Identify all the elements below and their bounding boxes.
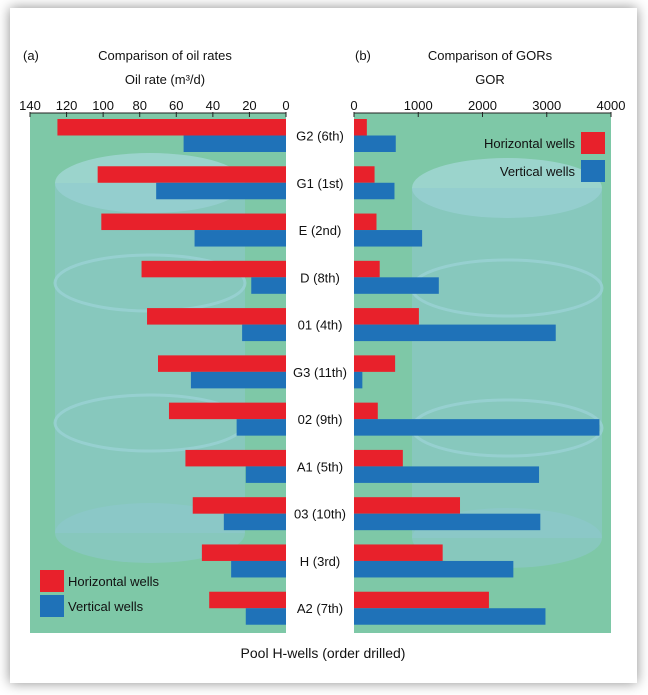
bar-oil-rate-horizontal — [185, 449, 286, 467]
legend-label-horizontal: Horizontal wells — [68, 574, 160, 589]
bar-oil-rate-horizontal — [147, 308, 286, 325]
bar-gor-vertical — [354, 277, 439, 294]
panel-label-b: (b) — [355, 48, 371, 63]
tick-label-oil-rate: 40 — [206, 98, 220, 113]
bar-gor-horizontal — [354, 213, 377, 231]
bar-oil-rate-vertical — [245, 608, 286, 625]
bar-oil-rate-horizontal — [97, 166, 287, 183]
bar-gor-vertical — [354, 419, 600, 436]
chart-title-gor: Comparison of GORs — [428, 48, 553, 63]
tick-label-gor: 1000 — [404, 98, 433, 113]
bar-gor-horizontal — [354, 308, 419, 325]
tick-label-oil-rate: 0 — [282, 98, 289, 113]
tick-label-oil-rate: 100 — [92, 98, 114, 113]
bar-oil-rate-horizontal — [141, 260, 286, 278]
category-label: G1 (1st) — [297, 176, 344, 191]
axis-label-oil-rate: Oil rate (m³/d) — [125, 72, 205, 87]
bar-gor-horizontal — [354, 119, 367, 136]
chart-svg: (a) Comparison of oil rates Oil rate (m³… — [19, 48, 625, 661]
category-label: E (2nd) — [299, 223, 342, 238]
bar-gor-vertical — [354, 324, 556, 342]
bar-oil-rate-horizontal — [101, 213, 286, 231]
category-label: D (8th) — [300, 270, 340, 285]
category-labels: G2 (6th) G1 (1st) E (2nd) D (8th) 01 (4th) G3… — [293, 129, 347, 617]
bar-oil-rate-vertical — [245, 466, 286, 483]
bar-oil-rate-horizontal — [168, 402, 286, 420]
bar-gor-vertical — [354, 230, 423, 247]
bar-gor-vertical — [354, 466, 540, 483]
bar-oil-rate-vertical — [183, 135, 286, 152]
category-label: G2 (6th) — [296, 129, 344, 144]
category-label: 03 (10th) — [294, 507, 346, 522]
bar-oil-rate-horizontal — [57, 119, 286, 136]
tick-label-oil-rate: 140 — [19, 98, 41, 113]
bar-gor-horizontal — [354, 497, 461, 514]
axis-label-gor: GOR — [475, 72, 505, 87]
bar-oil-rate-vertical — [190, 371, 286, 389]
x-axis-oil-rate: 0 20 40 60 80 100 120 140 — [19, 98, 290, 117]
tick-label-oil-rate: 80 — [132, 98, 146, 113]
bar-gor-vertical — [354, 608, 546, 625]
bar-gor-horizontal — [354, 449, 403, 467]
legend-swatch-vertical — [40, 595, 64, 617]
category-label: 02 (9th) — [298, 412, 343, 427]
tick-label-oil-rate: 20 — [242, 98, 256, 113]
tick-label-gor: 4000 — [597, 98, 626, 113]
bar-gor-horizontal — [354, 544, 443, 561]
legend-swatch-vertical — [581, 160, 605, 182]
panel-label-a: (a) — [23, 48, 39, 63]
figure-frame: (a) Comparison of oil rates Oil rate (m³… — [10, 8, 637, 683]
legend-label-vertical: Vertical wells — [500, 164, 576, 179]
bar-gor-horizontal — [354, 260, 380, 278]
legend-swatch-horizontal — [581, 132, 605, 154]
legend-swatch-horizontal — [40, 570, 64, 592]
bars-group — [57, 119, 600, 625]
tick-label-gor: 2000 — [468, 98, 497, 113]
category-label: A2 (7th) — [297, 601, 343, 616]
tick-label-oil-rate: 120 — [56, 98, 78, 113]
bar-oil-rate-vertical — [194, 230, 286, 247]
bar-oil-rate-vertical — [242, 324, 286, 342]
legend-label-vertical: Vertical wells — [68, 599, 144, 614]
bar-oil-rate-vertical — [156, 182, 286, 200]
category-label: 01 (4th) — [298, 318, 343, 333]
category-label: H (3rd) — [300, 554, 340, 569]
bar-gor-vertical — [354, 135, 396, 152]
bar-oil-rate-vertical — [223, 513, 286, 531]
x-axis-gor: 0 1000 2000 3000 4000 — [350, 98, 625, 117]
bar-gor-vertical — [354, 560, 514, 578]
bar-oil-rate-horizontal — [209, 591, 286, 609]
bar-gor-horizontal — [354, 166, 375, 183]
bar-oil-rate-horizontal — [201, 544, 286, 561]
shared-x-label: Pool H-wells (order drilled) — [241, 645, 406, 661]
bar-oil-rate-vertical — [231, 560, 286, 578]
bar-oil-rate-vertical — [236, 419, 286, 436]
tick-label-gor: 0 — [350, 98, 357, 113]
tick-label-oil-rate: 60 — [169, 98, 183, 113]
bar-gor-horizontal — [354, 355, 396, 372]
legends: Horizontal wells Vertical wells Horizontal… — [40, 132, 605, 617]
bar-oil-rate-vertical — [251, 277, 286, 294]
bar-oil-rate-horizontal — [192, 497, 286, 514]
bar-gor-vertical — [354, 371, 363, 389]
bar-gor-vertical — [354, 182, 395, 200]
category-label: G3 (11th) — [293, 365, 347, 380]
tick-label-gor: 3000 — [532, 98, 561, 113]
legend-label-horizontal: Horizontal wells — [484, 136, 576, 151]
category-label: A1 (5th) — [297, 459, 343, 474]
bar-oil-rate-horizontal — [158, 355, 286, 372]
chart-title-oil-rates: Comparison of oil rates — [98, 48, 232, 63]
bar-gor-vertical — [354, 513, 541, 531]
bar-gor-horizontal — [354, 591, 489, 609]
bar-gor-horizontal — [354, 402, 378, 420]
